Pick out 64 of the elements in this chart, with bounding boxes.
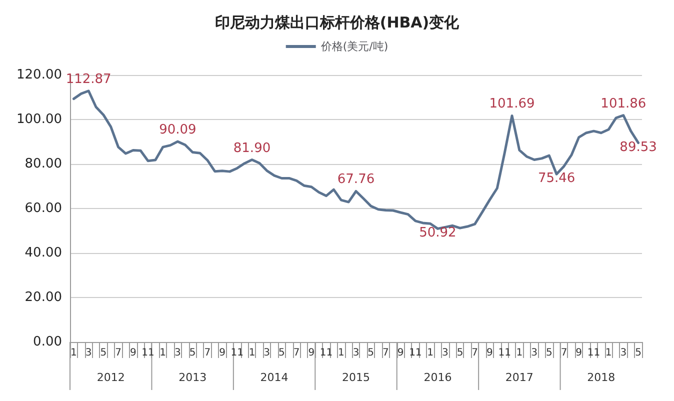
x-tick-label: 5	[456, 348, 464, 358]
x-tick-label: 5	[368, 348, 374, 358]
x-tick-label: 11	[230, 348, 244, 358]
data-label: 90.09	[159, 122, 196, 138]
x-tick-label: 3	[620, 348, 627, 358]
x-tick-label: 3	[531, 348, 538, 358]
x-tick-label: 1	[516, 348, 523, 358]
x-tick-label: 1	[605, 348, 612, 358]
data-label: 75.46	[538, 171, 576, 186]
x-tick-label: 5	[546, 348, 552, 358]
text: 2018	[587, 371, 616, 384]
x-tick-label: 3	[174, 348, 181, 358]
x-tick-label: 5	[635, 348, 642, 358]
text: 2015	[342, 371, 370, 384]
y-tick-label: 80.00	[24, 156, 62, 172]
x-tick-label: 1	[338, 348, 344, 358]
x-tick-label: 9	[219, 348, 226, 358]
x-tick-label: 9	[397, 348, 404, 358]
y-tick-label: 20.00	[24, 290, 62, 305]
x-tick-label: 7	[382, 348, 389, 358]
x-tick-label: 3	[264, 348, 270, 358]
y-tick-label: 100.00	[16, 112, 62, 127]
text: 2012	[96, 371, 125, 384]
x-tick-label: 1	[427, 348, 434, 358]
x-tick-label: 1	[70, 348, 77, 358]
data-label: 50.92	[419, 226, 456, 241]
text: 2017	[505, 371, 534, 384]
x-tick-label: 7	[115, 348, 122, 358]
x-tick-label: 11	[498, 348, 511, 358]
x-tick-label: 3	[352, 348, 360, 358]
x-tick-label: 1	[160, 348, 166, 358]
legend-label: 价格(美元/吨)	[320, 40, 388, 53]
data-label: 67.76	[337, 172, 375, 188]
text: 2014	[260, 371, 288, 384]
x-tick-label: 11	[142, 348, 154, 358]
x-tick-label: 5	[100, 348, 107, 358]
data-label: 81.90	[233, 140, 271, 156]
x-tick-label: 7	[472, 348, 478, 358]
x-tick-label: 11	[409, 348, 422, 358]
x-tick-label: 1	[248, 348, 256, 358]
x-tick-label: 9	[576, 348, 582, 358]
x-tick-label: 7	[293, 348, 300, 358]
x-tick-label: 3	[442, 348, 448, 358]
x-tick-label: 9	[308, 348, 315, 358]
y-tick-label: 120.00	[16, 68, 62, 82]
y-tick-label: 0.00	[33, 334, 62, 350]
text: 2013	[178, 371, 207, 384]
x-tick-label: 11	[587, 348, 600, 358]
x-tick-label: 7	[560, 348, 568, 358]
x-tick-label: 7	[204, 348, 211, 358]
x-tick-label: 11	[320, 348, 333, 358]
data-label: 89.53	[620, 140, 657, 155]
y-tick-label: 60.00	[24, 201, 62, 216]
x-tick-label: 3	[85, 348, 92, 358]
chart-title: 印尼动力煤出口标杆价格(HBA)变化	[214, 14, 460, 32]
x-tick-label: 9	[130, 348, 136, 358]
x-tick-label: 5	[189, 348, 196, 358]
y-tick-label: 40.00	[24, 246, 62, 260]
data-label: 101.69	[489, 96, 535, 112]
data-label: 101.86	[600, 96, 646, 112]
x-tick-label: 5	[278, 348, 285, 358]
data-label: 112.87	[66, 72, 112, 87]
text: 2016	[424, 371, 452, 384]
x-tick-label: 9	[486, 348, 493, 358]
